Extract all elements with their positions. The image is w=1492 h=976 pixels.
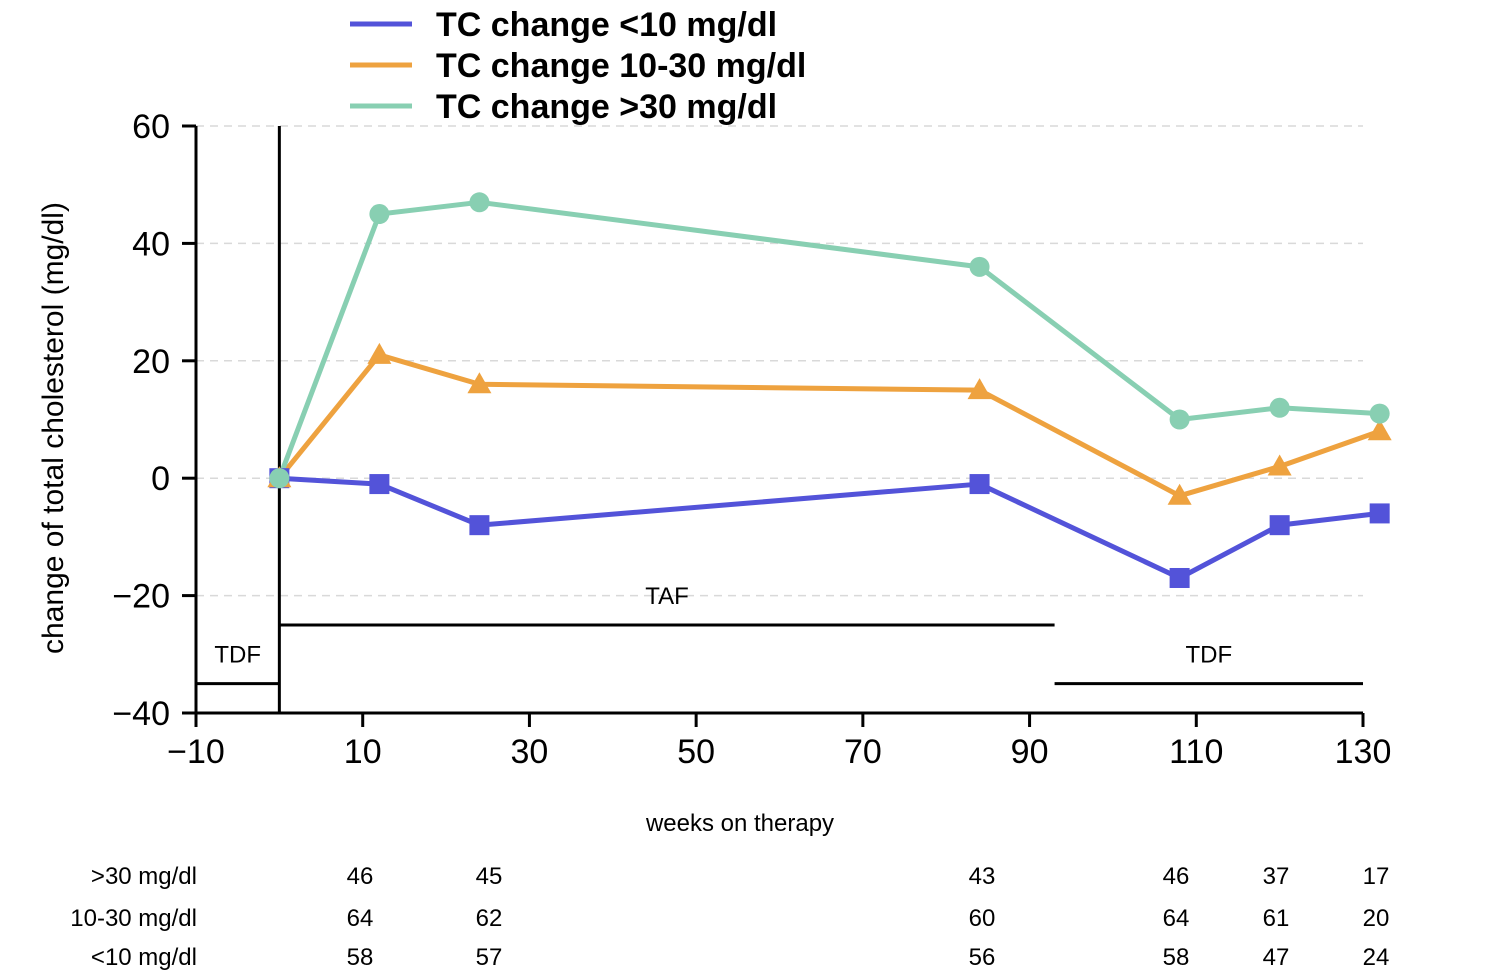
x-tick-label: 110 [1169,733,1223,771]
data-point-square [369,474,390,495]
count-cell: 61 [1263,905,1290,932]
count-cell: 58 [1163,944,1190,971]
x-tick-label: 130 [1335,733,1392,771]
data-point-triangle [1167,483,1192,505]
count-cell: 64 [347,905,374,932]
treatment-periods: TDF TAF TDF [196,583,1363,686]
count-table: >30 mg/dl 46 45 43 46 37 17 10-30 mg/dl 64 62 60 64… [70,863,1389,971]
y-tick-label: 0 [151,460,170,498]
count-cell: 62 [476,905,503,932]
data-point-circle [1269,397,1290,418]
count-cell: 58 [347,944,374,971]
count-cell: 47 [1263,944,1290,971]
series-line [277,352,1381,499]
count-cell: 43 [969,863,996,890]
data-point-triangle [367,342,392,364]
count-cell: 64 [1163,905,1190,932]
data-point-square [969,474,990,495]
data-point-triangle [1367,419,1392,441]
y-tick-label: −20 [112,578,170,616]
data-point-circle [369,204,390,225]
series-group [267,192,1392,588]
count-cell: 37 [1263,863,1290,890]
y-tick-label: 20 [132,343,170,381]
count-cell: 20 [1363,905,1390,932]
legend-label: TC change <10 mg/dl [436,6,777,44]
count-cell: 56 [969,944,996,971]
x-tick-label: 90 [1011,733,1049,771]
count-row-label: <10 mg/dl [91,944,197,971]
axes: −40 −20 0 20 40 60 −10 10 30 50 70 90 110 130 [112,108,1391,771]
data-point-square [469,515,490,536]
data-point-circle [269,468,290,489]
period-label: TDF [214,642,261,669]
grid [196,125,1363,597]
x-tick-label: 50 [677,733,715,771]
y-tick-label: −40 [112,695,170,733]
data-point-square [1369,503,1390,524]
count-cell: 46 [1163,863,1190,890]
y-tick-label: 60 [132,108,170,146]
period-label: TAF [645,583,689,610]
data-point-square [1169,567,1190,588]
count-row-label: >30 mg/dl [91,863,197,890]
data-point-square [1269,515,1290,536]
y-tick-label: 40 [132,225,170,263]
count-cell: 17 [1363,863,1390,890]
count-cell: 45 [476,863,503,890]
data-point-circle [1169,409,1190,430]
count-row-label: 10-30 mg/dl [70,905,197,932]
data-point-triangle [1267,454,1292,476]
data-point-triangle [967,378,992,400]
x-tick-label: 10 [344,733,382,771]
data-point-circle [969,256,990,277]
data-point-circle [1369,403,1390,424]
legend-label: TC change >30 mg/dl [436,88,777,126]
data-point-circle [469,192,490,213]
period-label: TDF [1185,642,1232,669]
count-cell: 57 [476,944,503,971]
x-tick-label: 70 [844,733,882,771]
data-point-triangle [467,372,492,394]
count-cell: 24 [1363,944,1390,971]
count-cell: 60 [969,905,996,932]
x-tick-label: −10 [167,733,225,771]
x-tick-label: 30 [511,733,549,771]
x-axis-label: weeks on therapy [645,810,834,837]
legend-label: TC change 10-30 mg/dl [436,47,806,85]
series-line [279,475,1380,581]
count-cell: 46 [347,863,374,890]
y-axis-label: change of total cholesterol (mg/dl) [37,202,70,654]
